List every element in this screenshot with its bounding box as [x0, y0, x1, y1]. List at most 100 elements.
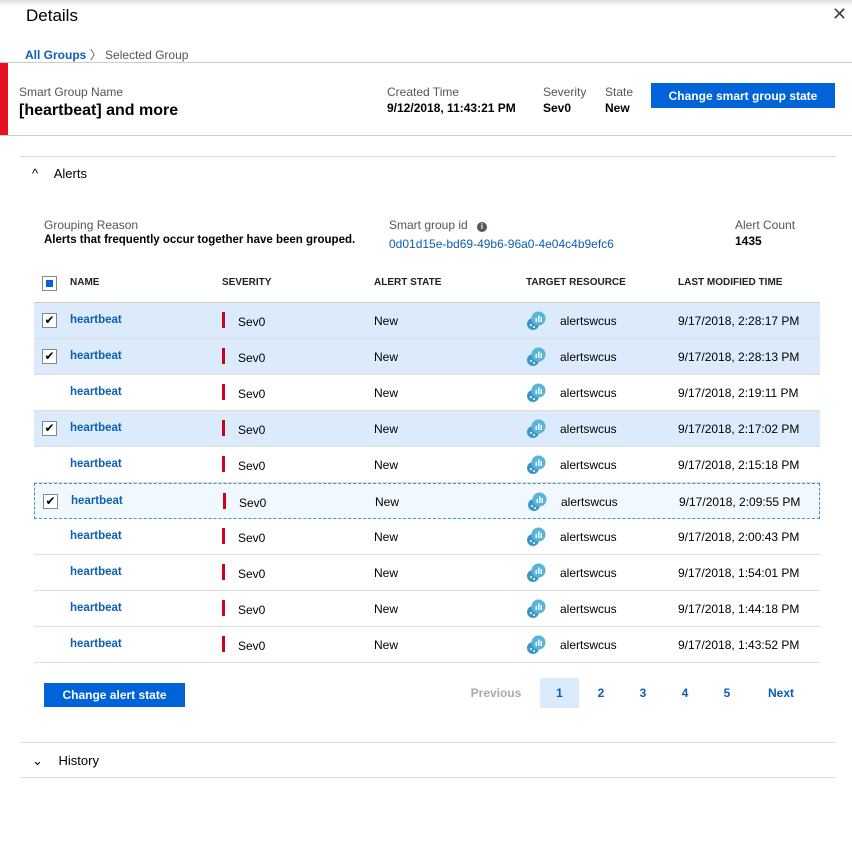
last-modified-time: 9/17/2018, 2:00:43 PM	[678, 530, 800, 544]
alert-severity: Sev0	[238, 315, 266, 329]
severity-indicator	[223, 493, 226, 509]
alert-severity: Sev0	[238, 531, 266, 545]
change-alert-state-button[interactable]: Change alert state	[44, 683, 185, 707]
column-header-last-modified[interactable]: LAST MODIFIED TIME	[678, 277, 783, 288]
last-modified-time: 9/17/2018, 1:43:52 PM	[678, 638, 800, 652]
pagination-previous[interactable]: Previous	[470, 686, 522, 700]
breadcrumb-current: Selected Group	[105, 48, 189, 62]
table-row[interactable]: ✔ heartbeat Sev0 New alertswcus 9/17/2018, 2:…	[34, 411, 820, 447]
change-smart-group-state-button[interactable]: Change smart group state	[651, 83, 835, 108]
alert-state: New	[375, 495, 400, 509]
alert-name-link[interactable]: heartbeat	[70, 458, 122, 470]
app-insights-icon	[526, 383, 546, 403]
alert-severity: Sev0	[238, 567, 266, 581]
smart-group-id-label-text: Smart group id	[389, 218, 468, 232]
target-resource: alertswcus	[560, 314, 617, 328]
alert-name-link[interactable]: heartbeat	[70, 422, 122, 434]
created-value: 9/12/2018, 11:43:21 PM	[387, 101, 516, 115]
alert-state: New	[374, 458, 399, 472]
alert-state: New	[374, 350, 399, 364]
pagination-page-4[interactable]: 4	[681, 686, 689, 700]
last-modified-time: 9/17/2018, 1:54:01 PM	[678, 566, 800, 580]
column-header-severity[interactable]: SEVERITY	[222, 277, 272, 288]
alert-count: 1435	[735, 234, 762, 248]
table-row[interactable]: heartbeat Sev0 New alertswcus 9/17/2018, 2:1…	[34, 375, 820, 411]
pagination-page-2[interactable]: 2	[597, 686, 605, 700]
close-icon[interactable]: ✕	[832, 4, 848, 24]
alerts-section-toggle[interactable]: ^ Alerts	[32, 166, 87, 181]
last-modified-time: 9/17/2018, 2:15:18 PM	[678, 458, 800, 472]
column-header-alert-state[interactable]: ALERT STATE	[374, 277, 442, 288]
row-checkbox[interactable]	[42, 529, 57, 544]
app-insights-icon	[526, 311, 546, 331]
top-shadow	[0, 0, 852, 6]
row-checkbox[interactable]	[42, 601, 57, 616]
alert-severity: Sev0	[238, 351, 266, 365]
row-checkbox[interactable]: ✔	[42, 421, 57, 436]
alert-state: New	[374, 386, 399, 400]
page-title: Details	[26, 6, 78, 25]
target-resource: alertswcus	[560, 422, 617, 436]
alert-name-link[interactable]: heartbeat	[71, 495, 123, 507]
app-insights-icon	[526, 455, 546, 475]
row-checkbox[interactable]	[42, 457, 57, 472]
history-section-toggle[interactable]: ⌄ History	[32, 753, 99, 769]
pagination-page-5[interactable]: 5	[723, 686, 731, 700]
alert-state: New	[374, 530, 399, 544]
table-row[interactable]: ✔ heartbeat Sev0 New alertswcus 9/17/2018, 2:…	[34, 483, 820, 519]
smart-group-name: [heartbeat] and more	[19, 102, 179, 119]
last-modified-time: 9/17/2018, 2:09:55 PM	[679, 495, 801, 509]
severity-indicator	[222, 564, 225, 580]
row-checkbox[interactable]	[42, 385, 57, 400]
column-header-target-resource[interactable]: TARGET RESOURCE	[526, 277, 626, 288]
row-checkbox[interactable]: ✔	[42, 349, 57, 364]
table-row[interactable]: heartbeat Sev0 New alertswcus 9/17/2018, 1:4…	[34, 591, 820, 627]
table-row[interactable]: ✔ heartbeat Sev0 New alertswcus 9/17/2018, 2:…	[34, 303, 820, 339]
alert-state: New	[374, 602, 399, 616]
app-insights-icon	[526, 563, 546, 583]
severity-indicator	[222, 600, 225, 616]
smart-group-header: Smart Group Name [heartbeat] and more Cr…	[0, 62, 852, 136]
alert-name-link[interactable]: heartbeat	[70, 314, 122, 326]
alert-state: New	[374, 638, 399, 652]
row-checkbox[interactable]	[42, 637, 57, 652]
app-insights-icon	[526, 419, 546, 439]
alerts-section-title: Alerts	[53, 166, 87, 181]
state-label: State	[605, 85, 634, 99]
row-checkbox[interactable]: ✔	[43, 494, 58, 509]
row-checkbox[interactable]	[42, 565, 57, 580]
severity-value: Sev0	[543, 101, 572, 115]
grouping-reason-label: Grouping Reason	[44, 218, 139, 232]
row-checkbox[interactable]: ✔	[42, 313, 57, 328]
table-row[interactable]: ✔ heartbeat Sev0 New alertswcus 9/17/2018, 2:…	[34, 339, 820, 375]
table-row[interactable]: heartbeat Sev0 New alertswcus 9/17/2018, 1:4…	[34, 627, 820, 663]
divider	[20, 156, 836, 157]
target-resource: alertswcus	[560, 566, 617, 580]
history-section-title: History	[58, 753, 99, 768]
alert-state: New	[374, 566, 399, 580]
alert-state: New	[374, 314, 399, 328]
breadcrumb-all-groups[interactable]: All Groups	[25, 48, 87, 62]
app-insights-icon	[526, 527, 546, 547]
app-insights-icon	[526, 635, 546, 655]
state-value: New	[605, 101, 630, 115]
table-row[interactable]: heartbeat Sev0 New alertswcus 9/17/2018, 2:0…	[34, 519, 820, 555]
pagination-next[interactable]: Next	[767, 686, 794, 700]
table-row[interactable]: heartbeat Sev0 New alertswcus 9/17/2018, 1:5…	[34, 555, 820, 591]
table-row[interactable]: heartbeat Sev0 New alertswcus 9/17/2018, 2:1…	[34, 447, 820, 483]
app-insights-icon	[526, 347, 546, 367]
pagination-page-1[interactable]: 1	[540, 678, 579, 708]
column-header-name[interactable]: NAME	[70, 277, 100, 288]
alert-name-link[interactable]: heartbeat	[70, 530, 122, 542]
alert-name-link[interactable]: heartbeat	[70, 566, 122, 578]
alert-name-link[interactable]: heartbeat	[70, 602, 122, 614]
severity-indicator	[222, 528, 225, 544]
pagination-page-3[interactable]: 3	[639, 686, 647, 700]
last-modified-time: 9/17/2018, 2:19:11 PM	[678, 386, 799, 400]
select-all-checkbox[interactable]	[42, 276, 57, 291]
alert-name-link[interactable]: heartbeat	[70, 638, 122, 650]
info-icon[interactable]: i	[477, 222, 488, 232]
alert-name-link[interactable]: heartbeat	[70, 350, 122, 362]
smart-group-id[interactable]: 0d01d15e-bd69-49b6-96a0-4e04c4b9efc6	[389, 237, 614, 251]
alert-name-link[interactable]: heartbeat	[70, 386, 122, 398]
